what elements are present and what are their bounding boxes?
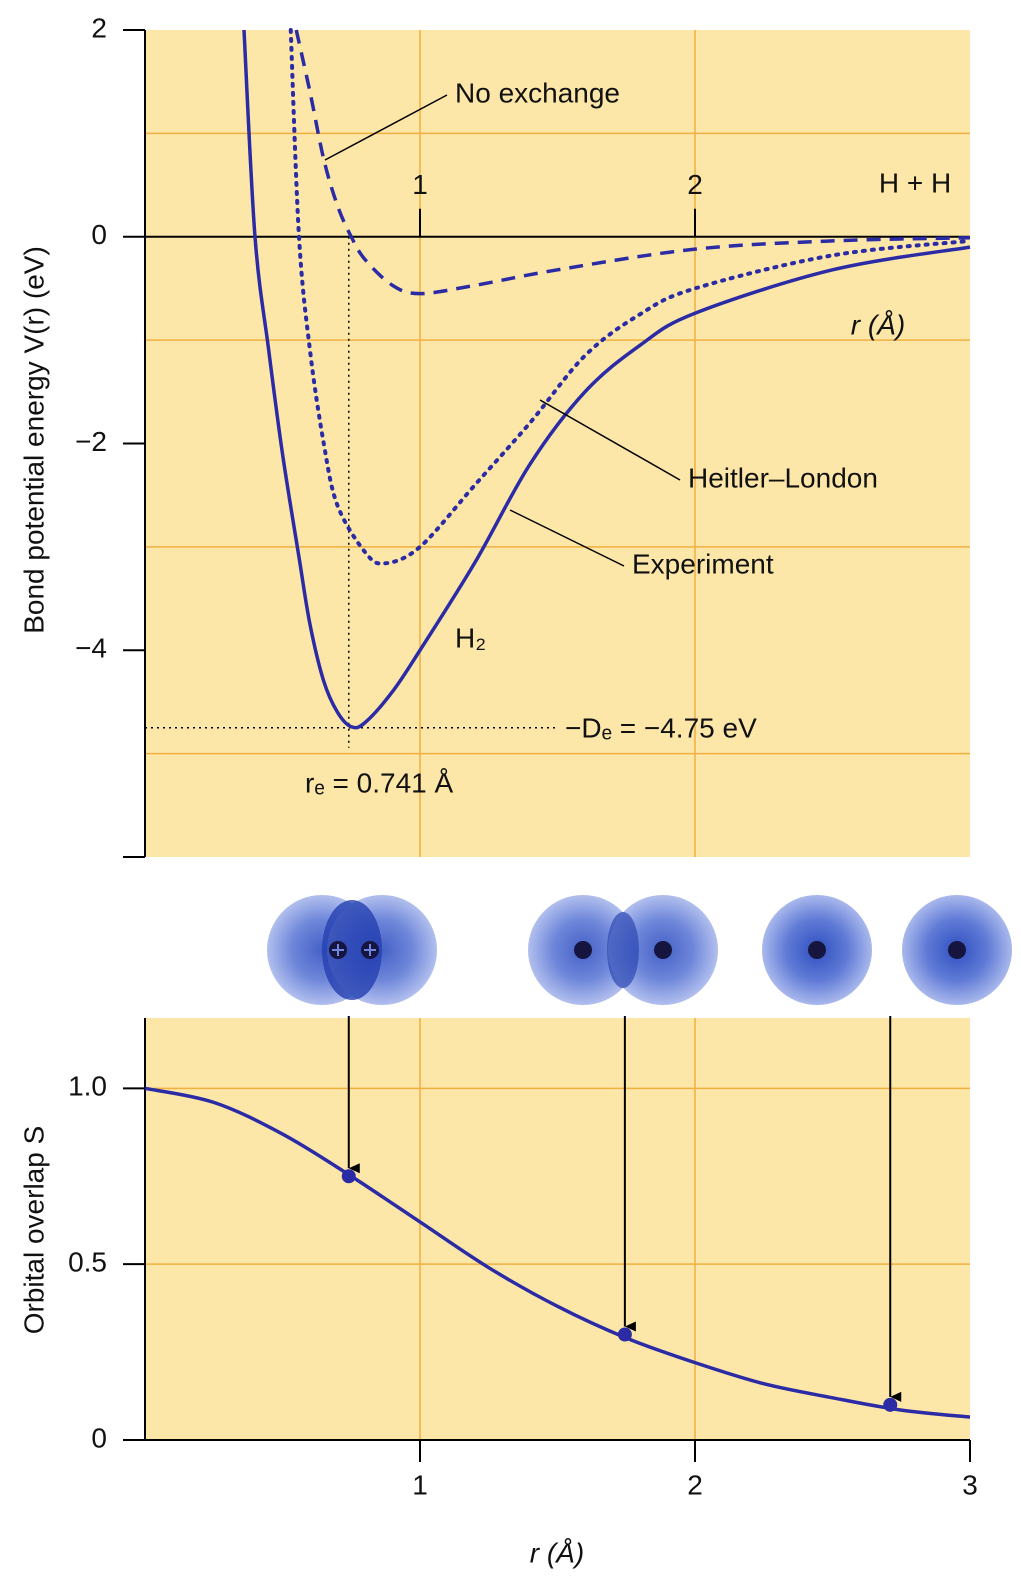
point xyxy=(883,1397,898,1412)
x-tick-label: 3 xyxy=(962,1469,978,1500)
series-label: No exchange xyxy=(455,77,620,108)
annotation: −Dₑ = −4.75 eV xyxy=(565,712,757,743)
overlap xyxy=(607,912,639,988)
y-axis-label: Orbital overlap S xyxy=(18,1126,49,1335)
plots: 2 0 −2 −4 1 2 r (Å) Bond potential energy V(r) … xyxy=(18,12,977,1568)
annotation: H₂ xyxy=(455,622,486,653)
curve xyxy=(288,28,972,566)
x-tick-label: 2 xyxy=(687,169,703,200)
point xyxy=(617,1327,632,1342)
plot-background xyxy=(145,30,970,857)
series-label: Experiment xyxy=(632,548,774,579)
x-axis-label: r (Å) xyxy=(851,309,905,340)
annotation: H + H xyxy=(879,167,951,198)
atom-diagrams xyxy=(267,895,1012,1005)
leader-line xyxy=(509,509,625,567)
y-axis-label: Bond potential energy V(r) (eV) xyxy=(18,246,49,634)
y-tick-label: 2 xyxy=(91,12,107,43)
y-tick-label: 1.0 xyxy=(68,1071,107,1102)
x-axis-label: r (Å) xyxy=(530,1537,584,1568)
y-tick-label: −2 xyxy=(75,426,107,457)
x-tick-label: 1 xyxy=(412,1469,428,1500)
plot-background xyxy=(145,1018,970,1440)
point xyxy=(341,1169,356,1184)
curve xyxy=(242,29,971,730)
overlap xyxy=(322,900,382,1000)
y-tick-label: 0 xyxy=(91,1422,107,1453)
x-tick-label: 1 xyxy=(412,169,428,200)
annotation: rₑ = 0.741 Å xyxy=(305,767,453,798)
leader-line xyxy=(539,399,681,481)
leader-line xyxy=(324,94,448,161)
y-tick-label: 0.5 xyxy=(68,1247,107,1278)
y-tick-label: 0 xyxy=(91,219,107,250)
x-tick-label: 2 xyxy=(687,1469,703,1500)
curve xyxy=(144,1086,971,1419)
y-tick-label: −4 xyxy=(75,633,107,664)
series-label: Heitler–London xyxy=(688,462,878,493)
plus-signs xyxy=(332,944,376,956)
